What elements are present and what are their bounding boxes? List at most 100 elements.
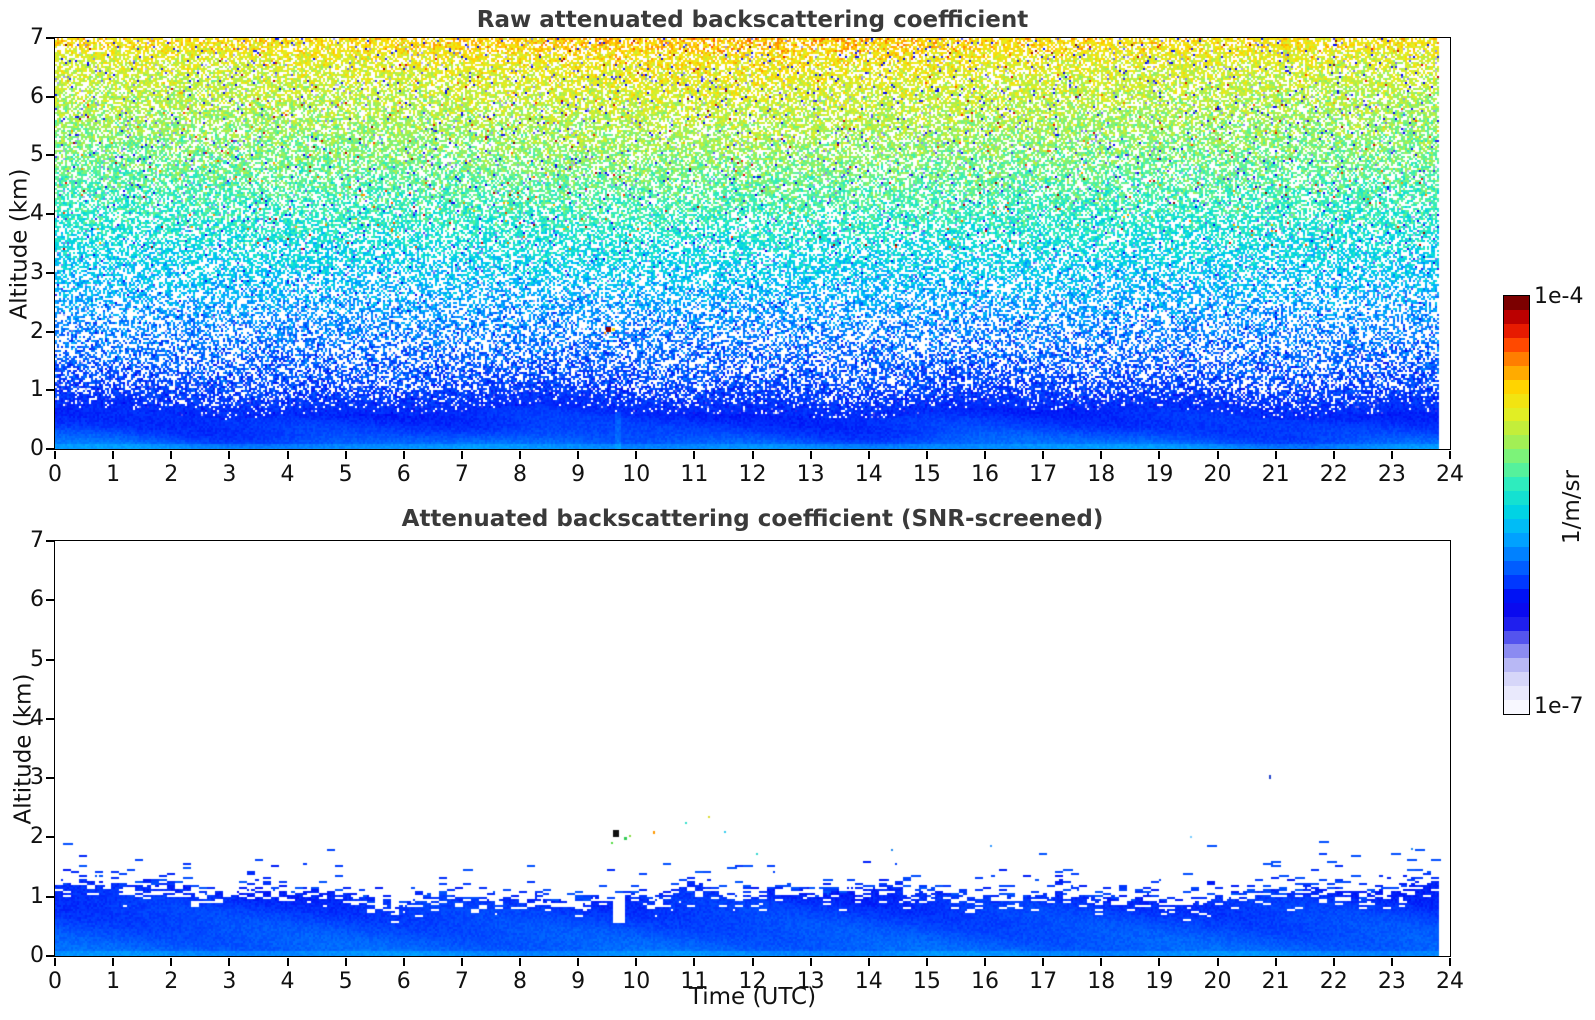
x-axis-label: Time (UTC) (688, 984, 817, 1010)
y-tick-label: 4 (30, 201, 44, 227)
y-tick-mark (45, 895, 54, 898)
x-tick-label: 20 (1203, 462, 1232, 487)
x-tick-label: 20 (1203, 969, 1232, 994)
colorbar-step (1504, 491, 1529, 506)
x-tick-mark (693, 450, 696, 459)
x-tick-label: 2 (164, 462, 179, 487)
colorbar-step (1504, 449, 1529, 464)
x-tick-mark (54, 450, 56, 459)
x-tick-mark (1449, 450, 1451, 459)
x-tick-mark (984, 450, 986, 459)
y-tick-label: 7 (30, 25, 44, 50)
x-tick-label: 5 (338, 462, 353, 487)
screened-backscatter-heatmap (55, 541, 1450, 956)
y-tick-label: 3 (30, 259, 44, 285)
y-tick-label: 2 (30, 824, 44, 850)
y-tick-mark (45, 717, 54, 720)
y-tick-mark (45, 37, 54, 39)
x-tick-mark (460, 450, 463, 459)
colorbar-step (1504, 658, 1529, 673)
colorbar-min-label: 1e-7 (1534, 694, 1584, 719)
x-tick-label: 12 (738, 462, 767, 487)
x-tick-label: 5 (338, 969, 353, 994)
colorbar-step (1504, 644, 1529, 659)
colorbar-step (1504, 546, 1529, 561)
x-tick-label: 9 (571, 969, 586, 994)
y-tick-label: 2 (30, 318, 44, 344)
x-tick-mark (519, 450, 521, 459)
colorbar-step (1504, 323, 1529, 338)
x-tick-mark (1390, 957, 1393, 966)
x-tick-label: 17 (1029, 462, 1058, 487)
top-panel-title: Raw attenuated backscattering coefficien… (476, 7, 1029, 33)
x-tick-label: 16 (971, 462, 999, 487)
x-tick-mark (1332, 957, 1335, 966)
x-tick-label: 2 (164, 969, 179, 994)
x-tick-label: 0 (48, 969, 62, 994)
x-tick-mark (1390, 450, 1393, 459)
x-tick-mark (402, 957, 405, 966)
y-tick-label: 6 (30, 83, 44, 109)
x-tick-mark (1216, 450, 1219, 459)
colorbar-step (1504, 393, 1529, 408)
colorbar-step (1504, 519, 1529, 533)
colorbar-step (1504, 505, 1529, 519)
y-tick-label: 0 (30, 436, 44, 461)
y-tick-mark (45, 658, 54, 661)
x-tick-mark (519, 957, 521, 966)
x-tick-mark (286, 957, 289, 966)
y-tick-label: 5 (30, 646, 44, 672)
colorbar-step (1504, 532, 1529, 547)
x-tick-mark (693, 957, 696, 966)
x-tick-label: 1 (106, 969, 121, 994)
colorbar-step (1504, 407, 1529, 422)
x-tick-label: 22 (1319, 462, 1348, 487)
x-tick-label: 18 (1087, 969, 1116, 994)
x-tick-mark (1449, 957, 1451, 966)
x-tick-label: 15 (912, 462, 941, 487)
x-tick-mark (751, 957, 754, 966)
x-tick-mark (984, 957, 986, 966)
y-tick-mark (45, 213, 54, 216)
y-tick-label: 6 (30, 587, 44, 613)
y-tick-mark (45, 448, 54, 450)
x-tick-mark (460, 957, 463, 966)
x-tick-mark (1158, 957, 1161, 966)
x-tick-label: 4 (280, 462, 295, 487)
x-tick-label: 11 (680, 969, 709, 994)
x-tick-label: 14 (854, 462, 883, 487)
x-tick-mark (1332, 450, 1335, 459)
colorbar-step (1504, 435, 1529, 450)
x-tick-label: 21 (1261, 969, 1290, 994)
x-tick-label: 3 (222, 462, 237, 487)
x-tick-label: 23 (1377, 969, 1406, 994)
x-tick-label: 21 (1261, 462, 1290, 487)
y-tick-mark (45, 154, 54, 157)
x-tick-label: 12 (738, 969, 767, 994)
x-tick-label: 7 (454, 462, 469, 487)
x-tick-mark (809, 450, 812, 459)
x-tick-mark (112, 450, 115, 459)
y-tick-mark (45, 271, 54, 274)
x-tick-mark (867, 957, 870, 966)
x-tick-label: 23 (1377, 462, 1406, 487)
colorbar-step (1504, 351, 1529, 366)
x-tick-mark (1042, 957, 1045, 966)
x-tick-label: 8 (513, 969, 527, 994)
y-tick-label: 4 (30, 705, 44, 731)
colorbar (1503, 295, 1530, 715)
x-tick-mark (1274, 450, 1277, 459)
y-tick-mark (45, 330, 54, 333)
x-tick-mark (635, 957, 638, 966)
x-tick-mark (1216, 957, 1219, 966)
x-tick-label: 19 (1145, 969, 1174, 994)
x-tick-label: 24 (1436, 969, 1464, 994)
y-tick-label: 7 (30, 528, 44, 553)
x-tick-mark (344, 450, 347, 459)
x-tick-label: 7 (454, 969, 469, 994)
x-tick-label: 8 (513, 462, 527, 487)
x-tick-mark (1158, 450, 1161, 459)
bottom-panel-title: Attenuated backscattering coefficient (S… (401, 506, 1104, 532)
x-tick-label: 6 (396, 462, 411, 487)
